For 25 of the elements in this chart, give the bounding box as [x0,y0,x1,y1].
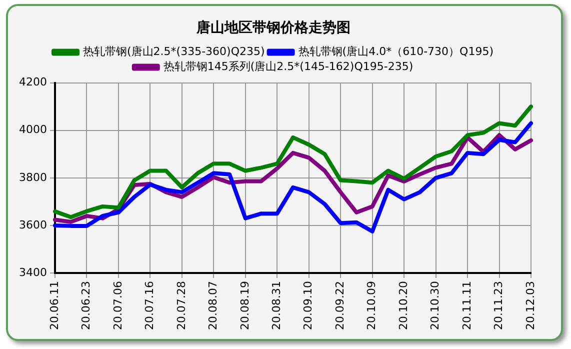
x-tick-label: 20.08.19 [238,281,252,330]
x-tick-label: 20.09.10 [302,281,315,330]
y-tick-label: 4200 [18,76,47,89]
legend-label: 热轧带钢145系列(唐山2.5*(145-162)Q195-235) [163,60,414,74]
x-tick-label: 20.08.07 [206,281,220,330]
x-tick-label: 20.12.03 [524,281,537,330]
x-tick-label: 20.10.20 [396,281,410,330]
legend-label: 热轧带钢(唐山4.0*（610-730）Q195) [298,45,494,58]
y-tick-label: 4000 [18,123,47,136]
legend-label: 热轧带钢(唐山2.5*(335-360)Q235) [83,45,265,58]
x-tick-label: 20.09.22 [333,281,346,330]
x-tick-label: 20.08.31 [270,281,283,330]
x-tick-label: 20.06.23 [80,281,93,330]
chart-title: 唐山地区带钢价格走势图 [196,19,350,36]
x-tick-label: 20.10.09 [365,281,378,330]
x-tick-label: 20.07.06 [111,281,124,330]
x-tick-label: 20.07.16 [143,281,156,330]
x-tick-label: 20.11.23 [492,281,506,330]
x-tick-label: 20.11.11 [460,281,474,330]
x-tick-label: 20.10.30 [428,281,442,330]
y-tick-label: 3600 [18,218,47,232]
x-tick-label: 20.06.11 [48,281,61,330]
y-tick-label: 3800 [18,170,47,184]
y-tick-label: 3400 [18,266,47,279]
x-tick-label: 20.07.28 [174,281,188,330]
